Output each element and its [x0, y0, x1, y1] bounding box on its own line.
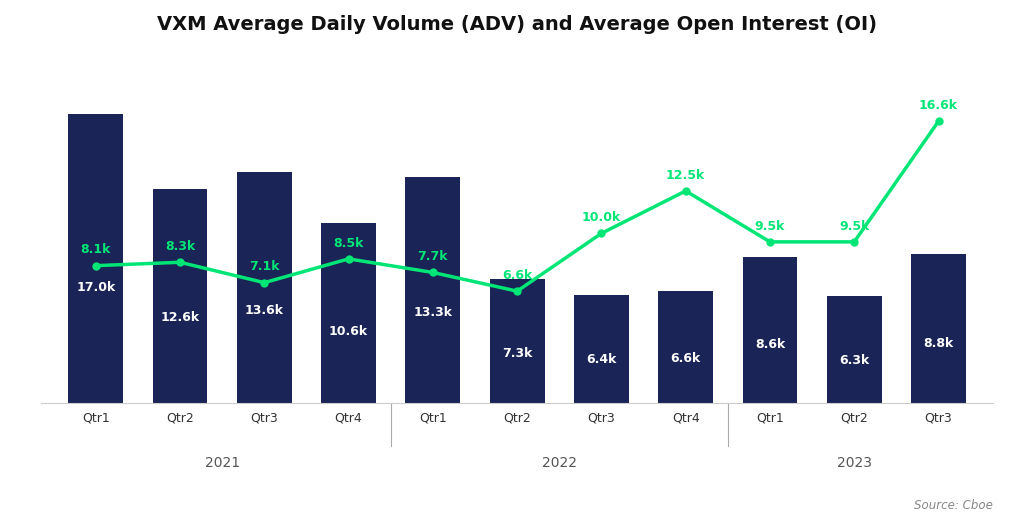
- Text: 12.5k: 12.5k: [666, 169, 706, 181]
- Text: 7.7k: 7.7k: [418, 250, 449, 263]
- Text: 8.1k: 8.1k: [81, 244, 111, 256]
- Text: Source: Cboe: Source: Cboe: [914, 499, 993, 512]
- Bar: [489, 279, 545, 403]
- Text: 8.8k: 8.8k: [924, 337, 953, 350]
- Text: 2021: 2021: [205, 456, 240, 470]
- Bar: [911, 254, 966, 403]
- Text: 9.5k: 9.5k: [755, 220, 785, 233]
- Text: 8.3k: 8.3k: [165, 240, 196, 253]
- Bar: [742, 257, 798, 403]
- Text: 8.6k: 8.6k: [755, 338, 785, 352]
- Text: 9.5k: 9.5k: [839, 220, 869, 233]
- Text: 6.3k: 6.3k: [839, 354, 869, 367]
- Text: 10.0k: 10.0k: [582, 211, 621, 224]
- Text: 7.3k: 7.3k: [502, 347, 532, 360]
- Text: 13.3k: 13.3k: [414, 307, 453, 320]
- Text: 8.5k: 8.5k: [334, 236, 364, 250]
- Bar: [658, 291, 713, 403]
- Bar: [826, 296, 882, 403]
- Text: 7.1k: 7.1k: [249, 260, 280, 273]
- Text: 17.0k: 17.0k: [76, 281, 116, 294]
- Text: 6.6k: 6.6k: [671, 352, 700, 365]
- Text: 10.6k: 10.6k: [329, 325, 369, 338]
- Bar: [406, 177, 460, 403]
- Text: 2022: 2022: [542, 456, 577, 470]
- Bar: [153, 189, 208, 403]
- Bar: [574, 295, 629, 403]
- Text: 13.6k: 13.6k: [245, 305, 284, 317]
- Text: 6.4k: 6.4k: [586, 353, 616, 366]
- Text: 2023: 2023: [837, 456, 871, 470]
- Bar: [322, 223, 376, 403]
- Bar: [237, 172, 292, 403]
- Text: 6.6k: 6.6k: [502, 269, 532, 282]
- Title: VXM Average Daily Volume (ADV) and Average Open Interest (OI): VXM Average Daily Volume (ADV) and Avera…: [157, 15, 878, 34]
- Text: 12.6k: 12.6k: [161, 311, 200, 324]
- Bar: [69, 114, 123, 403]
- Text: 16.6k: 16.6k: [919, 99, 958, 112]
